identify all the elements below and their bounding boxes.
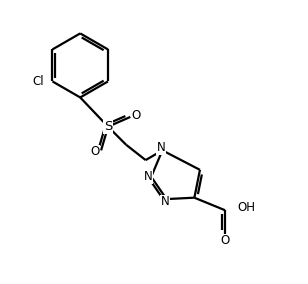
Text: S: S: [104, 120, 112, 133]
Text: O: O: [90, 145, 99, 158]
Text: N: N: [156, 141, 165, 154]
Text: OH: OH: [237, 201, 256, 214]
Text: N: N: [144, 170, 153, 183]
Text: O: O: [132, 109, 141, 122]
Text: Cl: Cl: [33, 75, 44, 88]
Text: O: O: [221, 234, 230, 247]
Text: N: N: [161, 195, 169, 208]
